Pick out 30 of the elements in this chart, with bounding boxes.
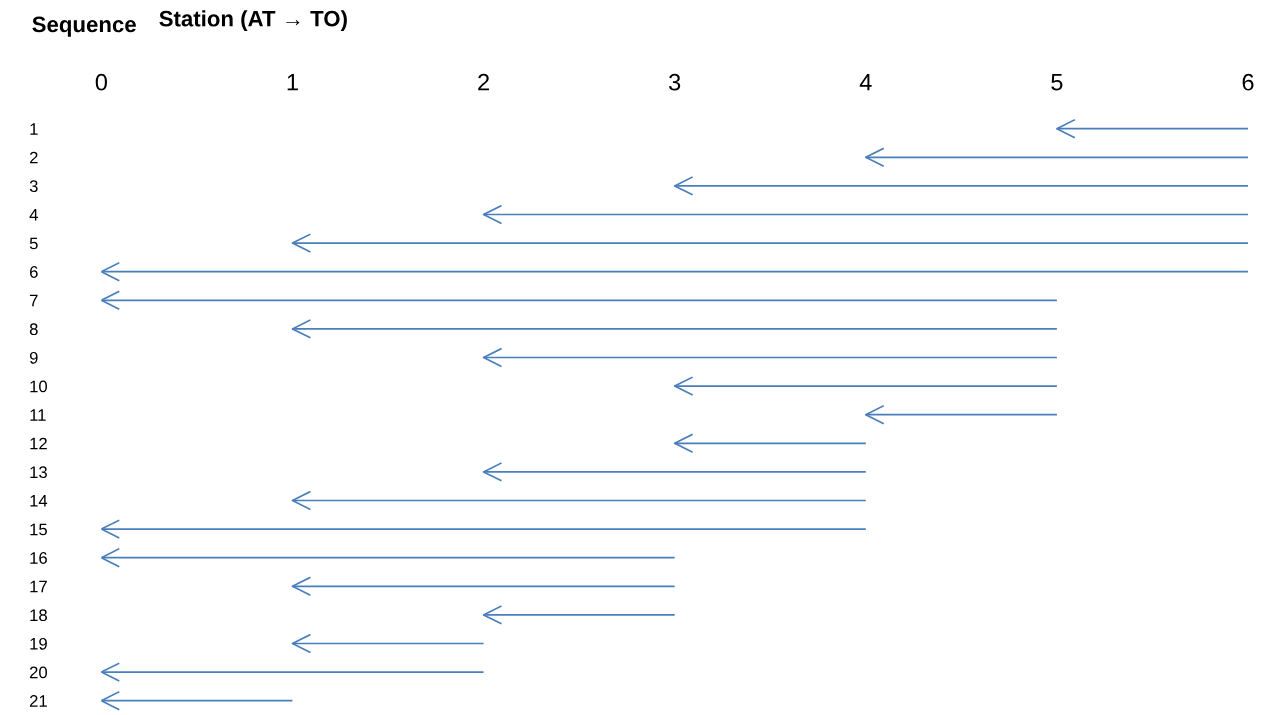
x-axis-title: Station (AT → TO) — [159, 10, 347, 31]
y-tick-label: 4 — [29, 209, 38, 221]
y-tick-label: 3 — [29, 180, 38, 193]
y-tick-label: 19 — [30, 637, 47, 650]
y-tick-label: 10 — [30, 380, 48, 393]
y-tick-label: 15 — [30, 523, 47, 536]
x-tick-label: 4 — [859, 74, 872, 91]
y-tick-label: 13 — [30, 466, 47, 479]
y-tick-label: 7 — [29, 294, 38, 307]
y-tick-label: 2 — [29, 151, 38, 164]
y-tick-label: 21 — [29, 695, 47, 707]
y-tick-label: 9 — [29, 351, 38, 364]
y-tick-label: 18 — [30, 609, 47, 622]
y-tick-label: 16 — [30, 552, 47, 564]
x-tick-label: 6 — [1242, 73, 1254, 91]
x-tick-label: 0 — [95, 73, 107, 91]
y-tick-label: 12 — [30, 437, 47, 450]
y-tick-label: 17 — [30, 580, 47, 593]
y-tick-label: 20 — [29, 666, 48, 679]
x-tick-label: 2 — [478, 73, 489, 91]
y-tick-label: 6 — [29, 266, 38, 278]
y-tick-label: 1 — [30, 123, 38, 135]
y-tick-label: 8 — [29, 323, 38, 336]
x-tick-label: 5 — [1051, 74, 1063, 91]
x-tick-label: 1 — [287, 74, 298, 91]
y-tick-label: 11 — [30, 409, 46, 421]
y-tick-label: 5 — [29, 237, 38, 250]
x-tick-label: 3 — [669, 73, 681, 91]
y-tick-label: 14 — [30, 495, 48, 507]
y-axis-title: Sequence — [32, 16, 136, 37]
